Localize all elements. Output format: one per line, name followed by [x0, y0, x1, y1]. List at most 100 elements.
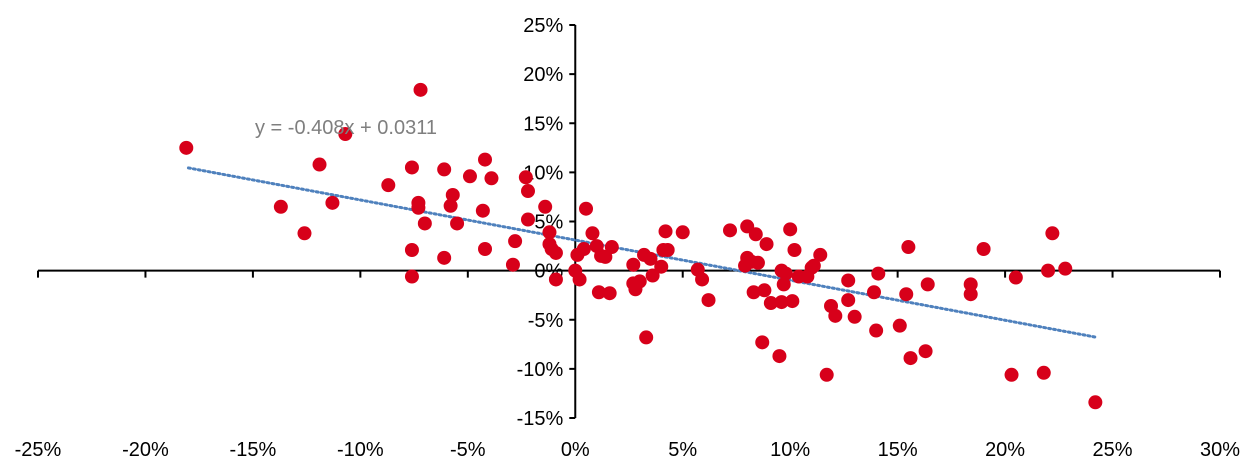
data-point — [538, 199, 553, 214]
x-tick-label: 30% — [1200, 439, 1240, 461]
data-point — [443, 198, 458, 213]
data-point — [1058, 261, 1073, 276]
data-point — [475, 203, 490, 218]
data-point — [869, 323, 884, 338]
data-point — [755, 335, 770, 350]
data-point — [828, 308, 843, 323]
data-point — [437, 250, 452, 265]
x-tick-label: -10% — [337, 439, 384, 461]
data-point — [757, 283, 772, 298]
data-point — [1036, 365, 1051, 380]
data-point — [548, 245, 563, 260]
data-point — [520, 212, 535, 227]
data-point — [847, 309, 862, 324]
data-point — [413, 82, 428, 97]
data-point — [338, 127, 353, 142]
data-point — [1004, 367, 1019, 382]
data-point — [273, 199, 288, 214]
x-tick-label: -15% — [230, 439, 277, 461]
y-tick-label: 15% — [523, 113, 563, 135]
data-point — [658, 224, 673, 239]
data-point — [572, 272, 587, 287]
data-point — [866, 285, 881, 300]
data-point — [520, 184, 535, 199]
data-point — [918, 344, 933, 359]
y-tick-label: 25% — [523, 15, 563, 37]
y-tick-label: -15% — [517, 408, 564, 430]
y-tick-label: -5% — [528, 310, 564, 332]
x-tick-label: 5% — [668, 439, 697, 461]
data-point — [976, 242, 991, 257]
data-point — [591, 285, 606, 300]
data-point — [643, 251, 658, 266]
data-point — [723, 223, 738, 238]
data-point — [841, 293, 856, 308]
data-point — [445, 187, 460, 202]
data-point — [920, 277, 935, 292]
data-point — [576, 242, 591, 257]
data-point — [602, 286, 617, 301]
data-point — [1045, 226, 1060, 241]
data-point — [675, 225, 690, 240]
data-point — [776, 277, 791, 292]
data-point — [518, 170, 533, 185]
data-point — [903, 351, 918, 366]
y-tick-label: 20% — [523, 64, 563, 86]
x-tick-label: 0% — [561, 439, 590, 461]
data-point — [404, 160, 419, 175]
data-point — [695, 272, 710, 287]
data-point — [746, 285, 761, 300]
x-tick-label: 15% — [878, 439, 918, 461]
data-point — [841, 273, 856, 288]
data-point — [505, 257, 520, 272]
data-point — [660, 242, 675, 257]
data-point — [785, 294, 800, 309]
y-tick-label: -10% — [517, 359, 564, 381]
y-axis: 25%20%15%10%5%0%-5%-10%-15% — [517, 15, 577, 430]
data-points — [179, 82, 1103, 410]
data-point — [750, 255, 765, 270]
data-point — [450, 216, 465, 231]
y-tick-label: 5% — [534, 212, 563, 234]
data-point — [381, 178, 396, 193]
data-point — [579, 201, 594, 216]
data-point — [701, 293, 716, 308]
data-point — [484, 171, 499, 186]
data-point — [1008, 270, 1023, 285]
data-point — [901, 240, 916, 255]
data-point — [1041, 263, 1056, 278]
trendline-equation-label: y = -0.408x + 0.0311 — [255, 117, 437, 139]
x-tick-label: 20% — [985, 439, 1025, 461]
data-point — [806, 258, 821, 273]
data-point — [774, 295, 789, 310]
data-point — [478, 152, 493, 167]
x-tick-label: -20% — [122, 439, 169, 461]
x-tick-label: -25% — [15, 439, 62, 461]
data-point — [604, 240, 619, 255]
data-point — [179, 140, 194, 155]
data-point — [404, 242, 419, 257]
data-point — [778, 266, 793, 281]
data-point — [548, 272, 563, 287]
data-point — [963, 277, 978, 292]
x-tick-label: -5% — [450, 439, 486, 461]
data-point — [654, 259, 669, 274]
data-point — [297, 226, 312, 241]
data-point — [892, 318, 907, 333]
data-point — [963, 287, 978, 302]
data-point — [508, 234, 523, 249]
data-point — [645, 268, 660, 283]
data-point — [772, 349, 787, 364]
data-point — [899, 287, 914, 302]
y-tick-label: 10% — [523, 162, 563, 184]
data-point — [813, 247, 828, 262]
data-point — [462, 169, 477, 184]
data-point — [748, 227, 763, 242]
data-point — [585, 226, 600, 241]
data-point — [819, 367, 834, 382]
data-point — [312, 157, 327, 172]
data-point — [763, 296, 778, 311]
data-point — [325, 195, 340, 210]
data-point — [478, 242, 493, 257]
